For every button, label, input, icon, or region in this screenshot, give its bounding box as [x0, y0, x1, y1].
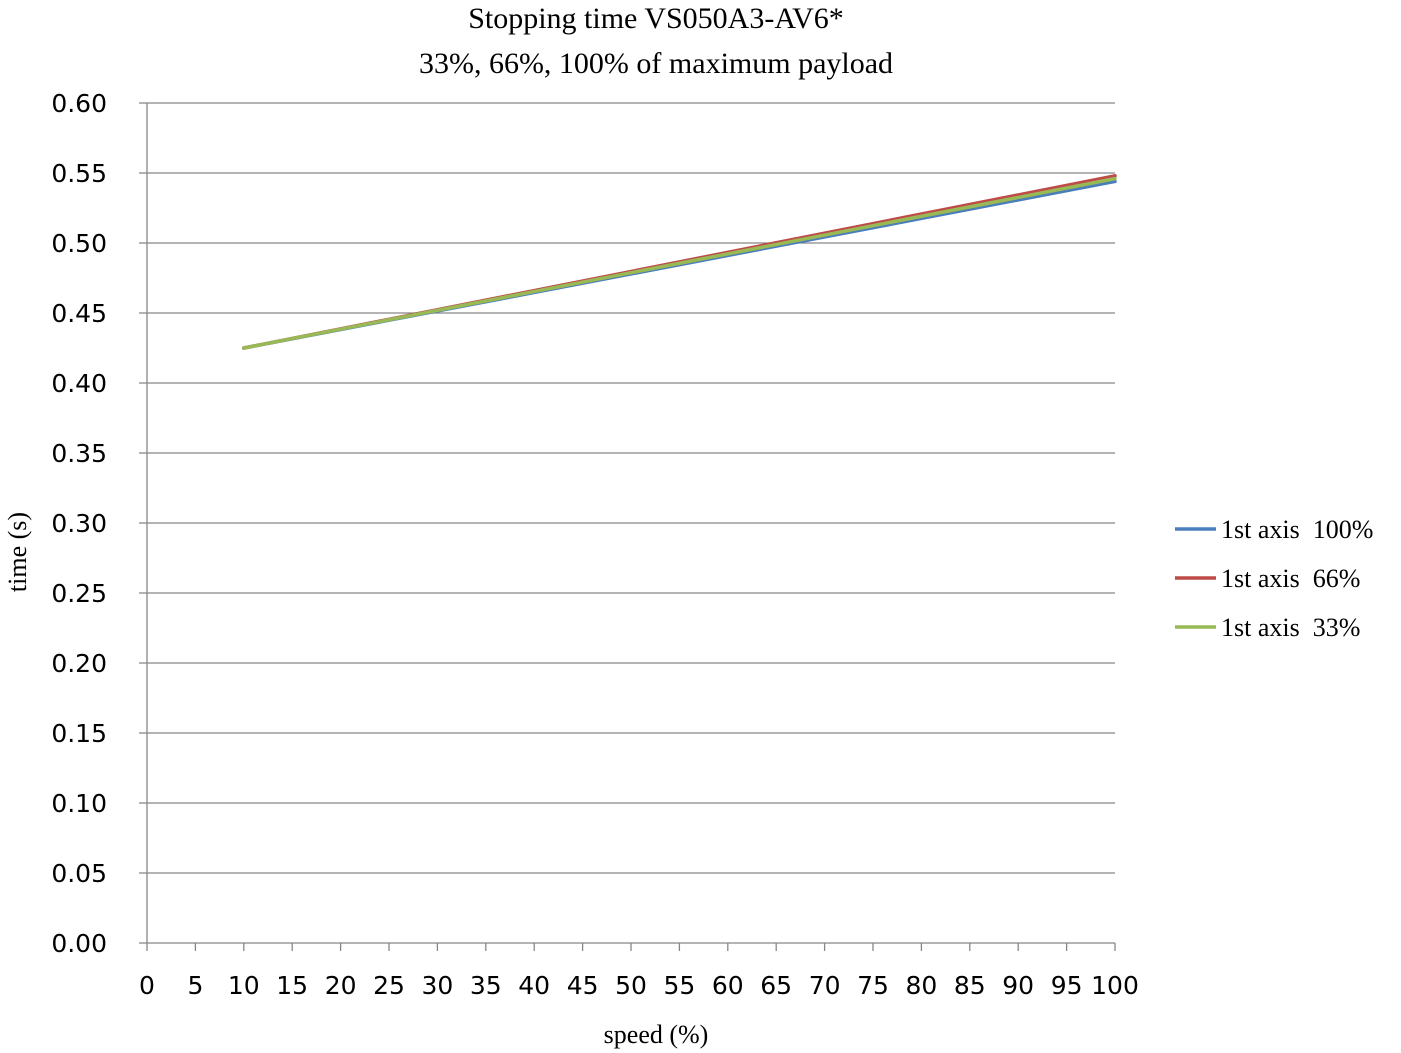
gridlines — [139, 102, 1115, 874]
y-tick-label: 0.45 — [51, 299, 107, 328]
axes — [139, 103, 1116, 951]
y-tick-label: 0.35 — [51, 439, 107, 468]
legend: 1st axis 100% 1st axis 66% 1st axis 33% — [1175, 515, 1373, 642]
legend-label: 1st axis 33% — [1221, 613, 1360, 642]
x-tick-label: 35 — [470, 971, 502, 1000]
y-tick-label: 0.10 — [51, 789, 107, 818]
x-tick-label: 45 — [567, 971, 599, 1000]
series-lines — [242, 174, 1117, 350]
y-tick-label: 0.50 — [51, 229, 107, 258]
x-tick-label: 25 — [373, 971, 405, 1000]
y-tick-label: 0.20 — [51, 649, 107, 678]
x-tick-label: 70 — [809, 971, 841, 1000]
x-tick-label: 5 — [187, 971, 203, 1000]
y-tick-label: 0.15 — [51, 719, 107, 748]
legend-label: 1st axis 66% — [1221, 564, 1360, 593]
x-tick-label: 65 — [760, 971, 792, 1000]
x-tick-label: 95 — [1051, 971, 1083, 1000]
x-tick-label: 60 — [712, 971, 744, 1000]
x-tick-label: 40 — [518, 971, 550, 1000]
x-tick-label: 80 — [905, 971, 937, 1000]
y-tick-label: 0.60 — [51, 89, 107, 118]
x-tick-label: 0 — [139, 971, 155, 1000]
x-tick-label: 75 — [857, 971, 889, 1000]
chart-title: Stopping time VS050A3-AV6* — [468, 2, 844, 35]
x-tick-label: 55 — [663, 971, 695, 1000]
y-tick-label: 0.55 — [51, 159, 107, 188]
x-axis-title: speed (%) — [604, 1020, 709, 1049]
x-tick-label: 100 — [1091, 971, 1139, 1000]
y-tick-label: 0.05 — [51, 859, 107, 888]
x-tick-label: 10 — [228, 971, 260, 1000]
y-axis-title: time (s) — [3, 512, 32, 592]
x-tick-label: 50 — [615, 971, 647, 1000]
legend-label: 1st axis 100% — [1221, 515, 1373, 544]
x-tick-label: 15 — [276, 971, 308, 1000]
chart-subtitle: 33%, 66%, 100% of maximum payload — [419, 47, 893, 80]
series-line — [242, 176, 1117, 350]
y-tick-label: 0.40 — [51, 369, 107, 398]
y-tick-labels: 0.00 0.05 0.10 0.15 0.20 0.25 0.30 0.35 0.40 0.45… — [51, 89, 107, 958]
x-tick-label: 20 — [325, 971, 357, 1000]
x-tick-label: 90 — [1002, 971, 1034, 1000]
y-tick-label: 0.00 — [51, 929, 107, 958]
x-tick-label: 85 — [954, 971, 986, 1000]
x-tick-label: 30 — [421, 971, 453, 1000]
y-tick-label: 0.25 — [51, 579, 107, 608]
x-tick-labels: 0 5 10 15 20 25 30 35 40 45 50 55 60 65 70 75 80 85 90 95 10… — [139, 971, 1139, 1000]
y-tick-label: 0.30 — [51, 509, 107, 538]
